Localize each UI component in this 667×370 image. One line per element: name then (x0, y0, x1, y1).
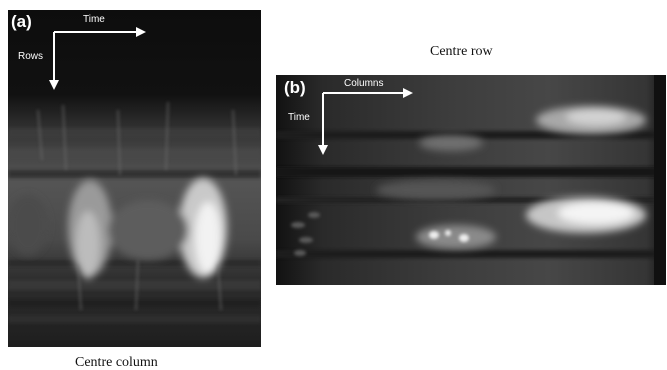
caption-centre-column: Centre column (75, 355, 158, 370)
panel-b-texture (276, 75, 666, 285)
caption-centre-row: Centre row (430, 44, 493, 59)
panel-b-columns-axis-label: Columns (344, 78, 384, 89)
panel-a-label: (a) (11, 12, 32, 31)
panel-b-image: (b) Columns Time (276, 75, 666, 285)
panel-b-time-axis-label: Time (288, 112, 310, 123)
panel-b-label: (b) (284, 78, 306, 97)
panel-a-time-axis-label: Time (83, 14, 105, 25)
panel-a-image: (a) Time Rows (8, 10, 261, 347)
panel-a-rows-axis-label: Rows (18, 51, 44, 62)
panel-a-texture (8, 10, 261, 347)
